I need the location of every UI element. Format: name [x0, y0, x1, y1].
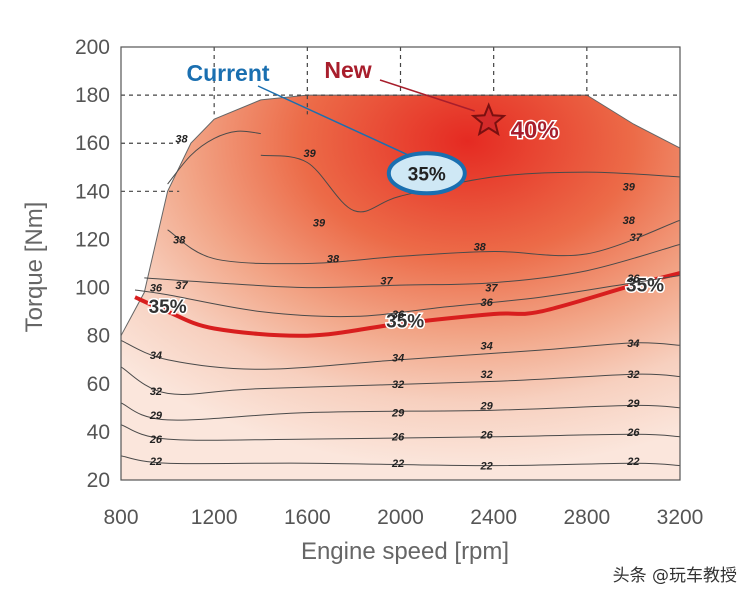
contour-label: 38: [173, 234, 186, 246]
contour-label: 34: [481, 340, 493, 352]
x-tick-label: 2800: [563, 506, 610, 529]
new-leader-line: [379, 79, 475, 112]
contour-label: 38: [474, 242, 487, 254]
contour-label: 32: [150, 386, 162, 398]
contour-label: 37: [485, 283, 498, 295]
contour-label: 32: [627, 369, 639, 381]
new-star: [470, 102, 507, 137]
y-tick-label: 120: [75, 228, 110, 251]
contour-label: 37: [380, 275, 393, 287]
contour-label: 32: [481, 369, 493, 381]
contour-label: 22: [480, 461, 493, 473]
new-label: New: [324, 57, 371, 83]
contour-line: [121, 424, 680, 441]
contour-label: 22: [391, 458, 404, 470]
contour-label: 35%: [626, 276, 664, 297]
y-tick-label: 80: [87, 325, 110, 348]
contour-line: [134, 275, 680, 318]
y-tick-label: 40: [87, 421, 110, 444]
y-tick-label: 180: [75, 84, 110, 107]
contour-label: 29: [626, 398, 640, 410]
contour-label: 29: [480, 400, 494, 412]
contour-label: 39: [623, 182, 636, 194]
x-tick-label: 1200: [191, 506, 238, 529]
contour-label: 26: [626, 427, 640, 439]
contour-label: 22: [626, 456, 639, 468]
y-tick-label: 20: [87, 469, 110, 492]
contour-line: [121, 340, 680, 370]
annotations: 35% Current 40% New: [186, 57, 560, 196]
contour-label: 34: [150, 350, 162, 362]
current-label: Current: [186, 60, 269, 86]
x-tick-label: 3200: [657, 506, 704, 529]
y-tick-label: 140: [75, 180, 110, 203]
x-axis-title: Engine speed [rpm]: [301, 538, 509, 565]
contour-label: 34: [392, 352, 404, 364]
y-tick-label: 200: [75, 36, 110, 59]
contour-label: 36: [392, 309, 405, 321]
y-tick-label: 160: [75, 132, 110, 155]
plot-border: [120, 46, 681, 481]
contour-line: [121, 366, 680, 395]
new-value: 40%: [511, 117, 559, 144]
contour-label: 38: [327, 254, 340, 266]
y-tick-label: 100: [75, 277, 110, 300]
y-axis-title: Torque [Nm]: [21, 202, 48, 333]
contour-label: 26: [149, 434, 163, 446]
contour-label: 35%: [386, 312, 424, 333]
contour-label: 26: [480, 429, 494, 441]
contour-line: [144, 243, 680, 289]
x-tick-label: 2400: [470, 506, 517, 529]
contour-label: 22: [149, 456, 162, 468]
x-tick-label: 2000: [377, 506, 424, 529]
contour-label: 35%: [149, 297, 187, 318]
contour-label: 38: [623, 215, 636, 227]
contour-label: 36: [627, 273, 640, 285]
watermark: 头条 @玩车教授: [612, 566, 737, 586]
current-leader-line: [257, 85, 410, 156]
contour-label: 26: [391, 432, 405, 444]
x-tick-label: 1600: [284, 506, 331, 529]
y-tick-label: 60: [87, 373, 110, 396]
current-ellipse: [386, 151, 467, 196]
contour-35-highlight: [134, 271, 680, 338]
contour-label: 39: [313, 218, 326, 230]
x-tick-label: 800: [103, 506, 138, 529]
contour-label: 36: [481, 297, 494, 309]
axis-ticks: 800 1200 1600 2000 2400 2800 3200 20 40 60 80 100 12…: [75, 36, 703, 529]
contour-label: 37: [175, 280, 188, 292]
contour-line: [167, 130, 261, 185]
contour-label: 36: [150, 283, 163, 295]
contour-line: [121, 402, 680, 421]
current-value: 35%: [408, 164, 446, 185]
contour-line: [167, 219, 680, 265]
contour-label: 29: [149, 410, 163, 422]
contour-label: 39: [304, 148, 317, 160]
contour-label: 34: [627, 338, 639, 350]
contour-label: 29: [391, 408, 405, 420]
contour-label: 32: [392, 379, 404, 391]
contour-line: [121, 455, 680, 467]
contour-label: 38: [175, 133, 188, 145]
